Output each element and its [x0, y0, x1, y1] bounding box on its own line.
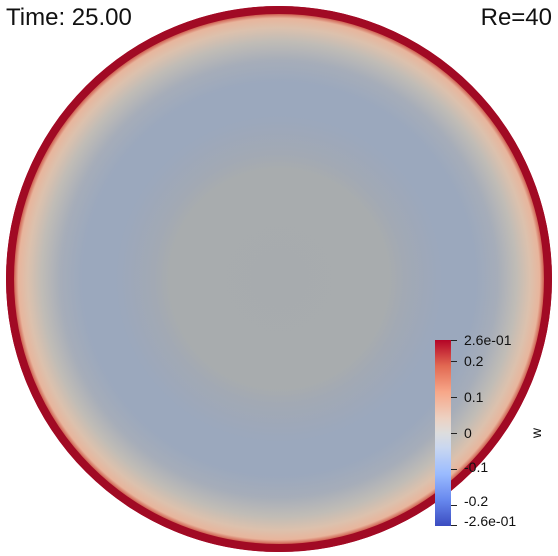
pipe-wall-ring: [6, 6, 552, 552]
colorbar-tick: [451, 469, 457, 470]
colorbar-tick-max: [451, 340, 457, 341]
colorbar-tick-label: 0: [464, 425, 472, 441]
colorbar-tick: [451, 397, 457, 398]
colorbar[interactable]: [435, 340, 451, 526]
colorbar-tick: [451, 505, 457, 506]
reynolds-label: Re=40: [480, 4, 552, 31]
colorbar-title: w: [528, 427, 545, 439]
colorbar-tick-min: [451, 525, 457, 526]
colorbar-tick-label: -0.2: [464, 493, 489, 509]
velocity-field-disk: [6, 6, 552, 552]
time-label: Time: 25.00: [6, 4, 132, 31]
colorbar-tick-label: 0.1: [464, 389, 484, 405]
colorbar-tick: [451, 361, 457, 362]
colorbar-tick-label: -0.1: [464, 459, 489, 475]
colorbar-tick: [451, 433, 457, 434]
colorbar-max-label: 2.6e-01: [464, 332, 512, 348]
colorbar-tick-label: 0.2: [464, 353, 484, 369]
colorbar-min-label: -2.6e-01: [464, 513, 517, 529]
